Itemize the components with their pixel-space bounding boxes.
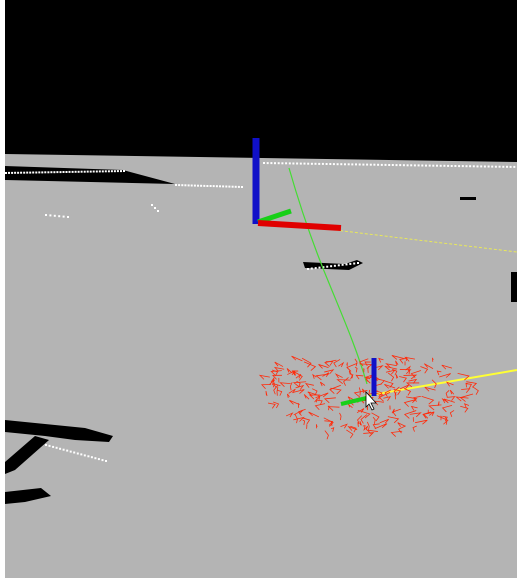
- map-occupied-edge: [511, 272, 517, 302]
- window-bottom-edge: [0, 578, 517, 582]
- 3d-viewport[interactable]: [5, 0, 517, 582]
- map-wall-segment: [303, 260, 363, 270]
- scene-canvas[interactable]: [5, 0, 517, 582]
- lower-left-laser-points: [45, 444, 107, 462]
- odometry-path: [288, 167, 368, 385]
- laser-scan-points: [5, 162, 516, 218]
- map-occupied-region: [5, 166, 175, 184]
- map-occupied-structure: [5, 420, 113, 504]
- window-left-edge: [0, 0, 5, 582]
- y-axis: [257, 208, 292, 225]
- wall-laser-points: [307, 262, 359, 270]
- mouse-pointer-icon: [365, 390, 377, 411]
- local-plan-line: [364, 369, 517, 397]
- map-occupied-mark: [460, 197, 476, 200]
- x-axis: [257, 220, 342, 231]
- global-plan-line: [334, 229, 517, 253]
- robot-frame-axes: [252, 138, 342, 231]
- ground-plane: [5, 154, 517, 582]
